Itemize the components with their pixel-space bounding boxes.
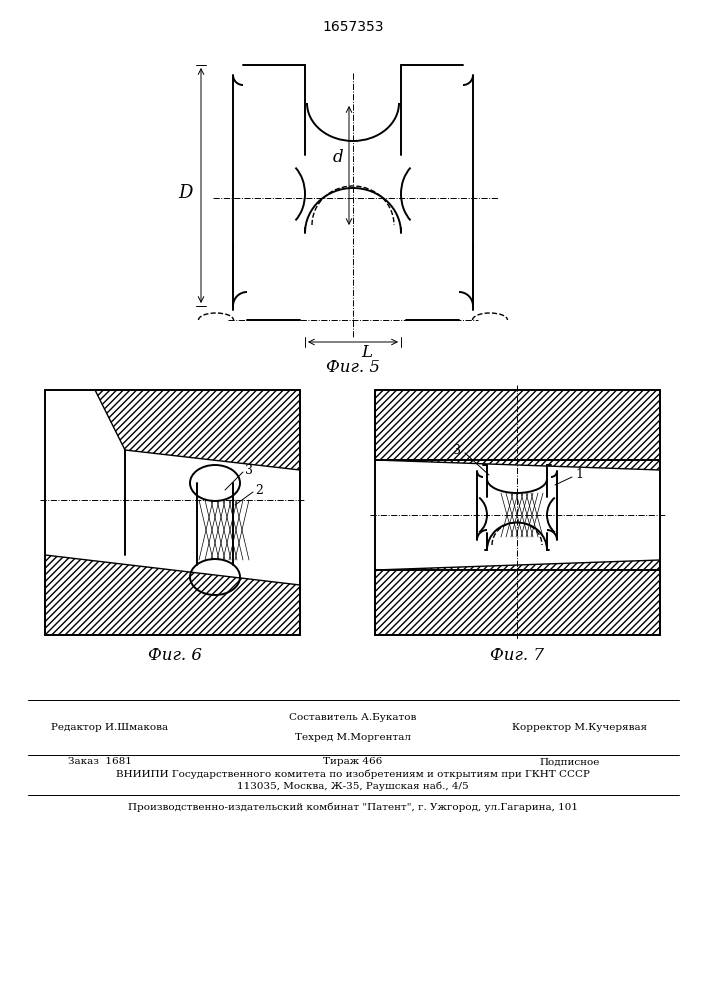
Text: Составитель А.Букатов: Составитель А.Букатов bbox=[289, 712, 416, 722]
Text: Производственно-издательский комбинат "Патент", г. Ужгород, ул.Гагарина, 101: Производственно-издательский комбинат "П… bbox=[128, 802, 578, 812]
Polygon shape bbox=[45, 555, 300, 635]
Polygon shape bbox=[375, 560, 660, 635]
Text: Фиг. 6: Фиг. 6 bbox=[148, 647, 202, 664]
Text: Фиг. 7: Фиг. 7 bbox=[490, 647, 544, 664]
Text: 1: 1 bbox=[575, 468, 583, 482]
Text: Заказ  1681: Заказ 1681 bbox=[68, 758, 132, 766]
Text: 2: 2 bbox=[255, 484, 263, 496]
Text: Тираж 466: Тираж 466 bbox=[323, 758, 382, 766]
Text: d: d bbox=[332, 149, 343, 166]
Text: 113035, Москва, Ж-35, Раушская наб., 4/5: 113035, Москва, Ж-35, Раушская наб., 4/5 bbox=[237, 781, 469, 791]
Text: 3: 3 bbox=[245, 464, 253, 477]
Text: 1657353: 1657353 bbox=[322, 20, 384, 34]
Text: D: D bbox=[179, 184, 193, 202]
Polygon shape bbox=[95, 390, 300, 470]
Polygon shape bbox=[375, 390, 660, 470]
Text: Редактор И.Шмакова: Редактор И.Шмакова bbox=[52, 722, 168, 732]
Text: ВНИИПИ Государственного комитета по изобретениям и открытиям при ГКНТ СССР: ВНИИПИ Государственного комитета по изоб… bbox=[116, 769, 590, 779]
Text: Корректор М.Кучерявая: Корректор М.Кучерявая bbox=[513, 722, 648, 732]
Text: Техред М.Моргентал: Техред М.Моргентал bbox=[295, 732, 411, 742]
Text: 3: 3 bbox=[453, 444, 461, 456]
Text: Подписное: Подписное bbox=[540, 758, 600, 766]
Text: L: L bbox=[361, 344, 372, 361]
Text: Фиг. 5: Фиг. 5 bbox=[326, 360, 380, 376]
